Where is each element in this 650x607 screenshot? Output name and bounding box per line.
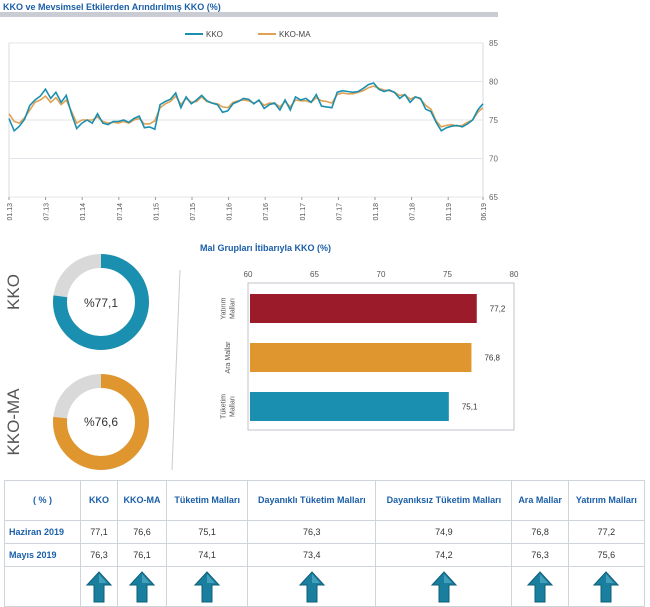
donut-kko-value: %77,1 [83, 296, 119, 310]
x-tick-label: 07.17 [336, 203, 343, 221]
table-cell: 75,1 [166, 520, 249, 544]
trend-cell [511, 566, 569, 607]
trend-cell [247, 566, 377, 607]
table-cell: 75,6 [567, 543, 646, 567]
trend-row [4, 566, 646, 607]
x-tick-label: 75 [443, 270, 452, 279]
bar-plot-frame [247, 282, 515, 431]
x-tick-label: 01.18 [373, 203, 380, 221]
table-cell: 77,2 [567, 520, 646, 544]
table-cell: 76,3 [80, 543, 118, 567]
up-arrow-icon [85, 570, 113, 602]
donut-kko [53, 254, 149, 350]
column-header: Tüketim Malları [166, 480, 249, 521]
table-cell: 74,1 [166, 543, 249, 567]
series-line-kko [8, 82, 484, 133]
category-label: Ara Mallar [225, 341, 232, 374]
up-arrow-icon [593, 570, 620, 602]
donut-kko-ma-label: KKO-MA [4, 388, 23, 456]
x-tick-label: 01.16 [227, 203, 234, 221]
trend-cell [567, 566, 646, 607]
column-header: Yatırım Malları [567, 480, 646, 521]
table-cell: 74,9 [375, 520, 513, 544]
y-tick-label: 70 [489, 155, 498, 164]
x-tick-label: 80 [510, 270, 519, 279]
up-arrow-icon [298, 570, 325, 602]
x-tick-label: 07.18 [410, 203, 417, 221]
table-cell: 73,4 [247, 543, 377, 567]
divider [171, 269, 181, 471]
table-row: Mayıs 2019 76,3 76,1 74,1 73,4 74,2 76,3 75,6 [4, 543, 646, 567]
up-arrow-icon [128, 570, 156, 602]
bar-0 [250, 294, 477, 323]
donut-slice [53, 374, 149, 470]
x-tick-label: 07.15 [190, 203, 197, 221]
x-tick-label: 65 [310, 270, 319, 279]
trend-cell [375, 566, 513, 607]
up-arrow-icon [194, 570, 221, 602]
column-header: Dayanıklı Tüketim Malları [247, 480, 377, 521]
table-cell: 76,3 [247, 520, 377, 544]
x-tick-label: 01.14 [80, 203, 87, 221]
category-label: Tüketim [221, 394, 228, 419]
legend-label: KKO-MA [279, 30, 311, 39]
column-header: KKO [80, 480, 118, 521]
bar-2 [250, 392, 449, 421]
column-header: KKO-MA [116, 480, 168, 521]
up-arrow-icon [430, 570, 457, 602]
trend-cell [4, 566, 81, 607]
x-tick-label: 01.13 [7, 203, 14, 221]
legend-label: KKO [206, 30, 223, 39]
bar-chart-title: Mal Grupları İtibarıyla KKO (%) [200, 243, 332, 253]
up-arrow-icon [526, 570, 554, 602]
header-bar: KKO ve Mevsimsel Etkilerden Arındırılmış… [0, 0, 498, 17]
column-header: ( % ) [4, 480, 81, 521]
column-header: Dayanıksız Tüketim Malları [375, 480, 513, 521]
x-tick-label: 60 [244, 270, 253, 279]
x-tick-label: 01.19 [446, 203, 453, 221]
bar-1 [250, 343, 472, 372]
x-tick-label: 70 [377, 270, 386, 279]
x-tick-label: 07.16 [263, 203, 270, 221]
y-tick-label: 85 [489, 39, 498, 48]
table-body: Haziran 2019 77,1 76,6 75,1 76,3 74,9 76,8 77,2… [4, 520, 646, 607]
category-label: Malları [230, 298, 237, 319]
data-table: ( % ) KKO KKO-MA Tüketim Malları Dayanıklı T… [4, 480, 646, 607]
table-cell: 76,1 [116, 543, 168, 567]
donut-kko-label: KKO [4, 274, 23, 310]
y-tick-label: 80 [489, 78, 498, 87]
trend-cell [166, 566, 249, 607]
donut-kko-ma [53, 374, 149, 470]
x-tick-label: 01.17 [300, 203, 307, 221]
category-label: Yatırım [221, 297, 228, 319]
category-label: Malları [230, 396, 237, 417]
y-tick-label: 65 [489, 193, 498, 202]
trend-cell [80, 566, 118, 607]
bar-value-label: 75,1 [462, 403, 478, 412]
table-header-row: ( % ) KKO KKO-MA Tüketim Malları Dayanıklı T… [4, 480, 646, 521]
line-chart: 65 70 75 80 85 01.13 07.13 01.14 07.14 01.15 07.15… [7, 30, 498, 221]
x-tick-label: 06.19 [481, 203, 488, 221]
x-tick-label: 07.13 [44, 203, 51, 221]
x-tick-label: 07.14 [117, 203, 124, 221]
y-tick-label: 75 [489, 116, 498, 125]
table-row: Haziran 2019 77,1 76,6 75,1 76,3 74,9 76,8 77,2 [4, 520, 646, 544]
table-cell: 77,1 [80, 520, 118, 544]
table-cell: 76,3 [511, 543, 569, 567]
table-cell: 74,2 [375, 543, 513, 567]
column-header: Ara Mallar [511, 480, 569, 521]
trend-cell [116, 566, 168, 607]
page-title: KKO ve Mevsimsel Etkilerden Arındırılmış… [3, 2, 221, 12]
donut-kko-ma-value: %76,6 [83, 415, 119, 429]
table-cell: 76,6 [116, 520, 168, 544]
bar-value-label: 77,2 [490, 305, 506, 314]
table-cell: 76,8 [511, 520, 569, 544]
row-label: Mayıs 2019 [4, 543, 81, 567]
row-label: Haziran 2019 [4, 520, 81, 544]
x-tick-label: 01.15 [153, 203, 160, 221]
series-line-kko-ma [8, 85, 484, 128]
donut-slice [53, 254, 149, 350]
bar-value-label: 76,8 [484, 354, 500, 363]
